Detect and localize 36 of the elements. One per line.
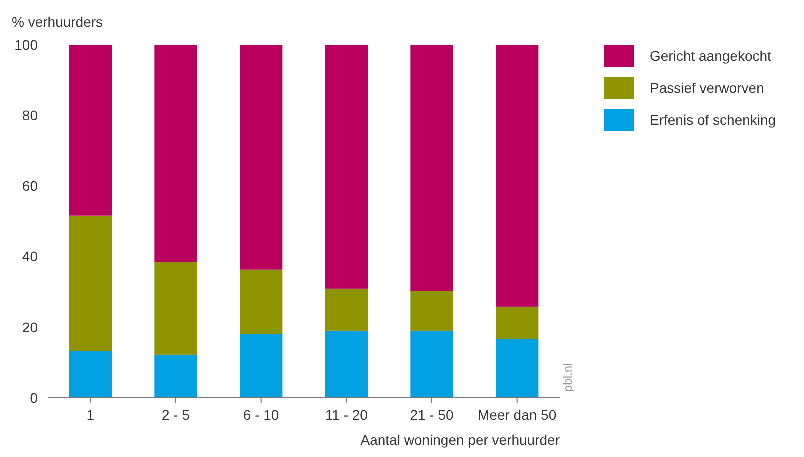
y-tick-label: 100 <box>14 36 38 53</box>
y-axis-title: % verhuurders <box>12 14 104 30</box>
bar <box>240 45 283 270</box>
bar <box>410 291 454 331</box>
x-tick-label: 1 <box>86 407 95 423</box>
bar <box>154 354 198 398</box>
bar <box>496 306 539 340</box>
bar <box>325 45 368 289</box>
bar <box>410 330 454 398</box>
bar <box>240 270 283 334</box>
x-axis-title: Aantal woningen per verhuurder <box>360 432 560 448</box>
bar <box>154 45 198 262</box>
bar <box>410 45 454 292</box>
bar <box>496 45 539 307</box>
y-tick-label: 40 <box>22 248 38 265</box>
bar <box>325 288 368 331</box>
x-tick-label: Meer dan 50 <box>478 407 557 423</box>
bar <box>69 45 112 216</box>
legend-label: Gericht aangekocht <box>650 48 772 64</box>
x-tick-label: 6 - 10 <box>243 407 280 423</box>
text: pbl.nl <box>561 363 575 392</box>
x-tick-label: 21 - 50 <box>410 407 454 423</box>
legend-label: Passief verworven <box>650 80 764 96</box>
y-tick-label: 80 <box>22 108 38 124</box>
bar <box>154 262 198 355</box>
bar <box>240 334 283 398</box>
y-tick-label: 20 <box>22 319 38 336</box>
x-tick-label: 11 - 20 <box>325 407 368 423</box>
bar <box>325 330 368 398</box>
x-tick-label: 2 - 5 <box>162 407 190 423</box>
bar <box>496 339 539 398</box>
legend-label: Erfenis of schenking <box>650 112 776 128</box>
y-tick-label: 0 <box>30 390 38 406</box>
bar <box>69 216 112 352</box>
bar <box>69 351 112 398</box>
y-tick-label: 60 <box>22 178 38 194</box>
